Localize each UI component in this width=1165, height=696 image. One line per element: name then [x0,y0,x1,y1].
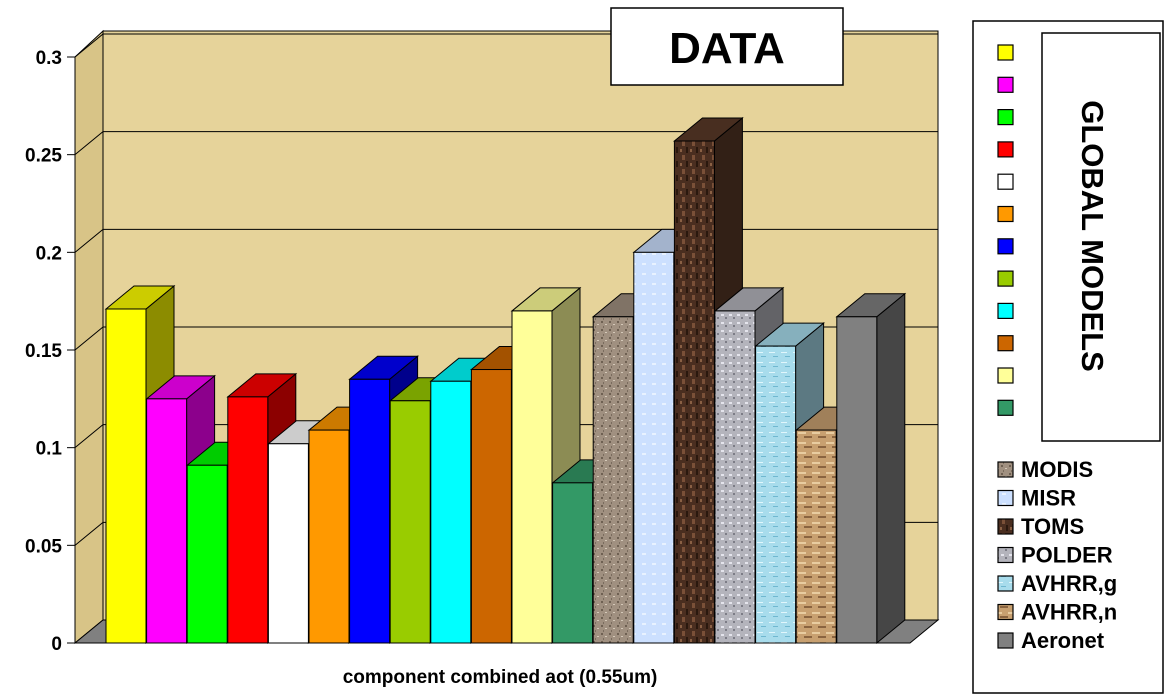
y-tick-label: 0.25 [25,146,62,167]
y-tick-label: 0.2 [36,243,62,264]
bar-front [795,429,837,644]
legend-swatch [997,205,1014,223]
legend-swatch [997,575,1014,592]
bar-front [633,251,675,644]
legend-swatch [997,461,1014,478]
legend-label: Aeronet [1021,628,1105,653]
legend-swatch [997,518,1014,535]
plot-side-wall [74,29,104,645]
legend-swatch [997,335,1014,352]
bar [835,292,907,645]
y-tick-label: 0.05 [25,536,62,557]
legend: MODIS MISR TOMS POLDER AVHRR,g AVHRR,n Aeronet [997,44,1117,653]
legend-label: POLDER [1021,543,1113,568]
bar-front [511,310,553,644]
bar-front [836,316,878,644]
bar-front [267,443,309,644]
legend-label: TOMS [1021,514,1084,539]
bar-front [227,396,269,644]
bar-front [308,429,350,644]
legend-label: MODIS [1021,457,1093,482]
bar-front [714,310,756,644]
y-tick-label: 0.3 [36,48,62,69]
bar-front [349,378,391,644]
y-tick-label: 0.1 [36,439,63,460]
chart-title: DATA [669,24,785,73]
bar-front [430,380,472,644]
title-box [610,7,844,86]
bar-front [592,316,634,644]
legend-swatch [997,173,1014,190]
legend-swatch [997,399,1014,416]
bars [104,116,907,645]
bar-front [146,398,188,644]
legend-swatch [997,44,1014,61]
global-models-box [1041,32,1161,442]
y-tick-label: 0 [51,634,62,655]
bar-front [673,140,715,644]
bar [510,286,582,645]
legend-swatch [997,302,1014,319]
legend-swatch [997,367,1014,384]
bar-front [389,400,431,644]
legend-swatch [997,108,1014,126]
legend-label: AVHRR,n [1021,600,1117,625]
legend-group-title: GLOBAL MODELS [1075,100,1110,372]
legend-label: AVHRR,g [1021,571,1117,596]
gridline [74,228,938,253]
legend-swatch [997,270,1014,287]
legend-swatch [997,141,1014,158]
bar-front [552,482,594,644]
y-tick-label: 0.15 [25,341,62,362]
legend-swatch [997,546,1014,564]
bar-front [470,369,512,644]
legend-swatch [997,603,1014,621]
bar-front [186,464,228,644]
legend-swatch [997,489,1014,507]
bar-side [876,292,906,645]
gridline [74,131,938,156]
legend-swatch [997,76,1014,93]
legend-label: MISR [1021,486,1076,511]
x-axis-label: component combined aot (0.55um) [343,667,658,688]
bar-front [755,345,797,644]
bar-front [105,308,147,644]
legend-swatch [997,238,1014,255]
legend-swatch [997,632,1014,649]
